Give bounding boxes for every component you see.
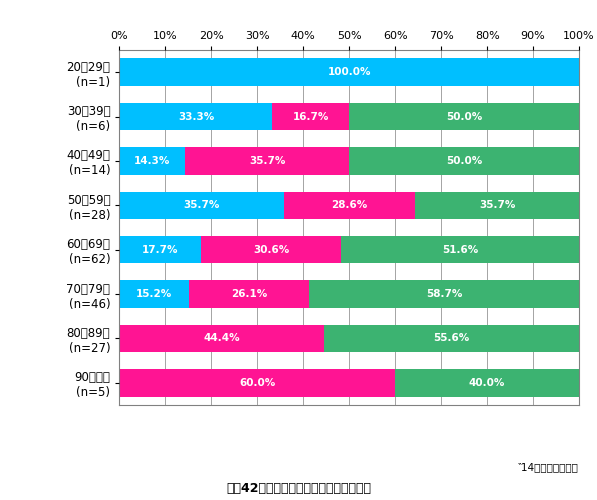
Bar bbox=[309, 280, 579, 308]
Bar bbox=[324, 324, 579, 352]
Text: 【围42】該当者の年齢（回答者年齢別）: 【围42】該当者の年齢（回答者年齢別） bbox=[226, 482, 371, 495]
Text: 50.0%: 50.0% bbox=[446, 156, 482, 166]
Bar bbox=[119, 58, 579, 86]
Text: 33.3%: 33.3% bbox=[178, 112, 214, 122]
Text: 100.0%: 100.0% bbox=[328, 67, 371, 77]
Bar bbox=[415, 192, 579, 219]
Bar bbox=[119, 280, 189, 308]
Bar bbox=[201, 236, 341, 264]
Bar bbox=[119, 147, 185, 174]
Text: 55.6%: 55.6% bbox=[433, 334, 469, 344]
Bar bbox=[119, 236, 201, 264]
Text: 44.4%: 44.4% bbox=[203, 334, 240, 344]
Bar bbox=[189, 280, 309, 308]
Bar bbox=[284, 192, 415, 219]
Text: 28.6%: 28.6% bbox=[331, 200, 367, 210]
Bar bbox=[185, 147, 349, 174]
Bar bbox=[395, 369, 579, 396]
Text: 16.7%: 16.7% bbox=[293, 112, 329, 122]
Text: ‶14歳以下は除く。: ‶14歳以下は除く。 bbox=[518, 462, 579, 472]
Bar bbox=[341, 236, 578, 264]
Text: 40.0%: 40.0% bbox=[469, 378, 505, 388]
Text: 58.7%: 58.7% bbox=[426, 289, 462, 299]
Bar bbox=[119, 369, 395, 396]
Text: 60.0%: 60.0% bbox=[239, 378, 275, 388]
Text: 30.6%: 30.6% bbox=[253, 244, 289, 254]
Text: 17.7%: 17.7% bbox=[142, 244, 179, 254]
Text: 26.1%: 26.1% bbox=[231, 289, 267, 299]
Bar bbox=[119, 192, 284, 219]
Text: 51.6%: 51.6% bbox=[442, 244, 478, 254]
Bar bbox=[349, 103, 579, 130]
Bar bbox=[119, 103, 272, 130]
Text: 35.7%: 35.7% bbox=[479, 200, 515, 210]
Text: 14.3%: 14.3% bbox=[134, 156, 171, 166]
Bar bbox=[349, 147, 579, 174]
Text: 35.7%: 35.7% bbox=[249, 156, 285, 166]
Text: 35.7%: 35.7% bbox=[183, 200, 220, 210]
Text: 50.0%: 50.0% bbox=[446, 112, 482, 122]
Bar bbox=[119, 324, 324, 352]
Text: 15.2%: 15.2% bbox=[136, 289, 173, 299]
Bar bbox=[272, 103, 349, 130]
